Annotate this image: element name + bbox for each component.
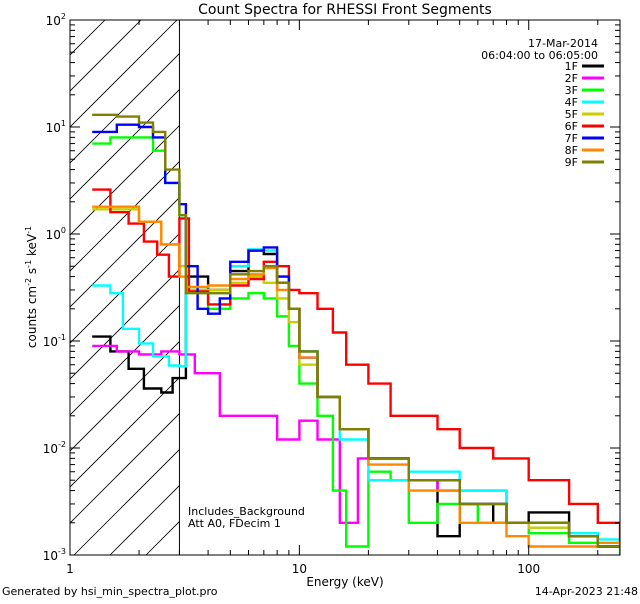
- legend-label-8f: 8F: [565, 144, 578, 157]
- hatch-line: [578, 0, 640, 555]
- legend-label-3f: 3F: [565, 84, 578, 97]
- hatch-line: [290, 0, 640, 555]
- series-line-5f: [92, 208, 620, 547]
- date-label: 17-Mar-2014: [528, 37, 598, 50]
- hatch-line: [70, 161, 180, 272]
- y-tick-label: 10-2: [43, 440, 66, 456]
- hatch-line: [434, 0, 640, 555]
- hatch-line: [73, 449, 180, 555]
- series-line-9f: [92, 113, 620, 548]
- legend-label-5f: 5F: [565, 108, 578, 121]
- x-tick-label: 100: [517, 562, 540, 576]
- legend-label-9f: 9F: [565, 156, 578, 169]
- legend-label-4f: 4F: [565, 96, 578, 109]
- legend-label-6f: 6F: [565, 120, 578, 133]
- y-axis-label: counts cm-2 s-1 keV-1: [24, 226, 39, 348]
- y-tick-label: 10-1: [43, 333, 66, 349]
- hatch-line: [70, 197, 180, 308]
- y-tick-label: 100: [46, 226, 66, 242]
- x-tick-label: 10: [292, 562, 307, 576]
- hatch-line: [70, 377, 180, 488]
- x-axis-ticks: 1 10 100: [66, 20, 599, 576]
- plot-frame: [69, 19, 621, 556]
- y-axis-ticks: 10-3 10-2 10-1 100 101 102: [43, 12, 620, 563]
- y-tick-label: 102: [46, 12, 66, 28]
- series-line-4f: [92, 248, 620, 543]
- hatch-line: [70, 53, 180, 164]
- series-line-6f: [92, 188, 620, 547]
- series-line-2f: [92, 344, 620, 548]
- hatch-line: [70, 20, 142, 92]
- hatch-line: [70, 20, 178, 128]
- hatched-background-region: [70, 0, 640, 555]
- chart-title: Count Spectra for RHESSI Front Segments: [198, 2, 492, 18]
- hatch-line: [70, 413, 180, 524]
- x-axis-label: Energy (keV): [306, 575, 383, 589]
- footer-timestamp: 14-Apr-2023 21:48: [535, 585, 638, 598]
- annotation-attenuator: Att A0, FDecim 1: [188, 517, 281, 530]
- series-group: [92, 113, 620, 555]
- series-line-3f: [92, 136, 620, 555]
- generated-by-label: Generated by hsi_min_spectra_plot.pro: [2, 585, 218, 598]
- time-range-label: 06:04:00 to 06:05:00: [481, 49, 598, 62]
- legend-label-1f: 1F: [565, 60, 578, 73]
- y-tick-label: 101: [46, 119, 66, 135]
- x-tick-label: 1: [66, 562, 74, 576]
- hatch-line: [362, 0, 640, 555]
- series-line-1f: [92, 249, 620, 548]
- series-line-8f: [92, 205, 620, 548]
- legend-label-2f: 2F: [565, 72, 578, 85]
- y-tick-label: 10-3: [43, 547, 66, 563]
- legend-label-7f: 7F: [565, 132, 578, 145]
- annotation-background: Includes_Background: [188, 505, 305, 518]
- hatch-line: [542, 0, 640, 555]
- series-line-7f: [92, 123, 620, 548]
- hatch-line: [470, 0, 640, 555]
